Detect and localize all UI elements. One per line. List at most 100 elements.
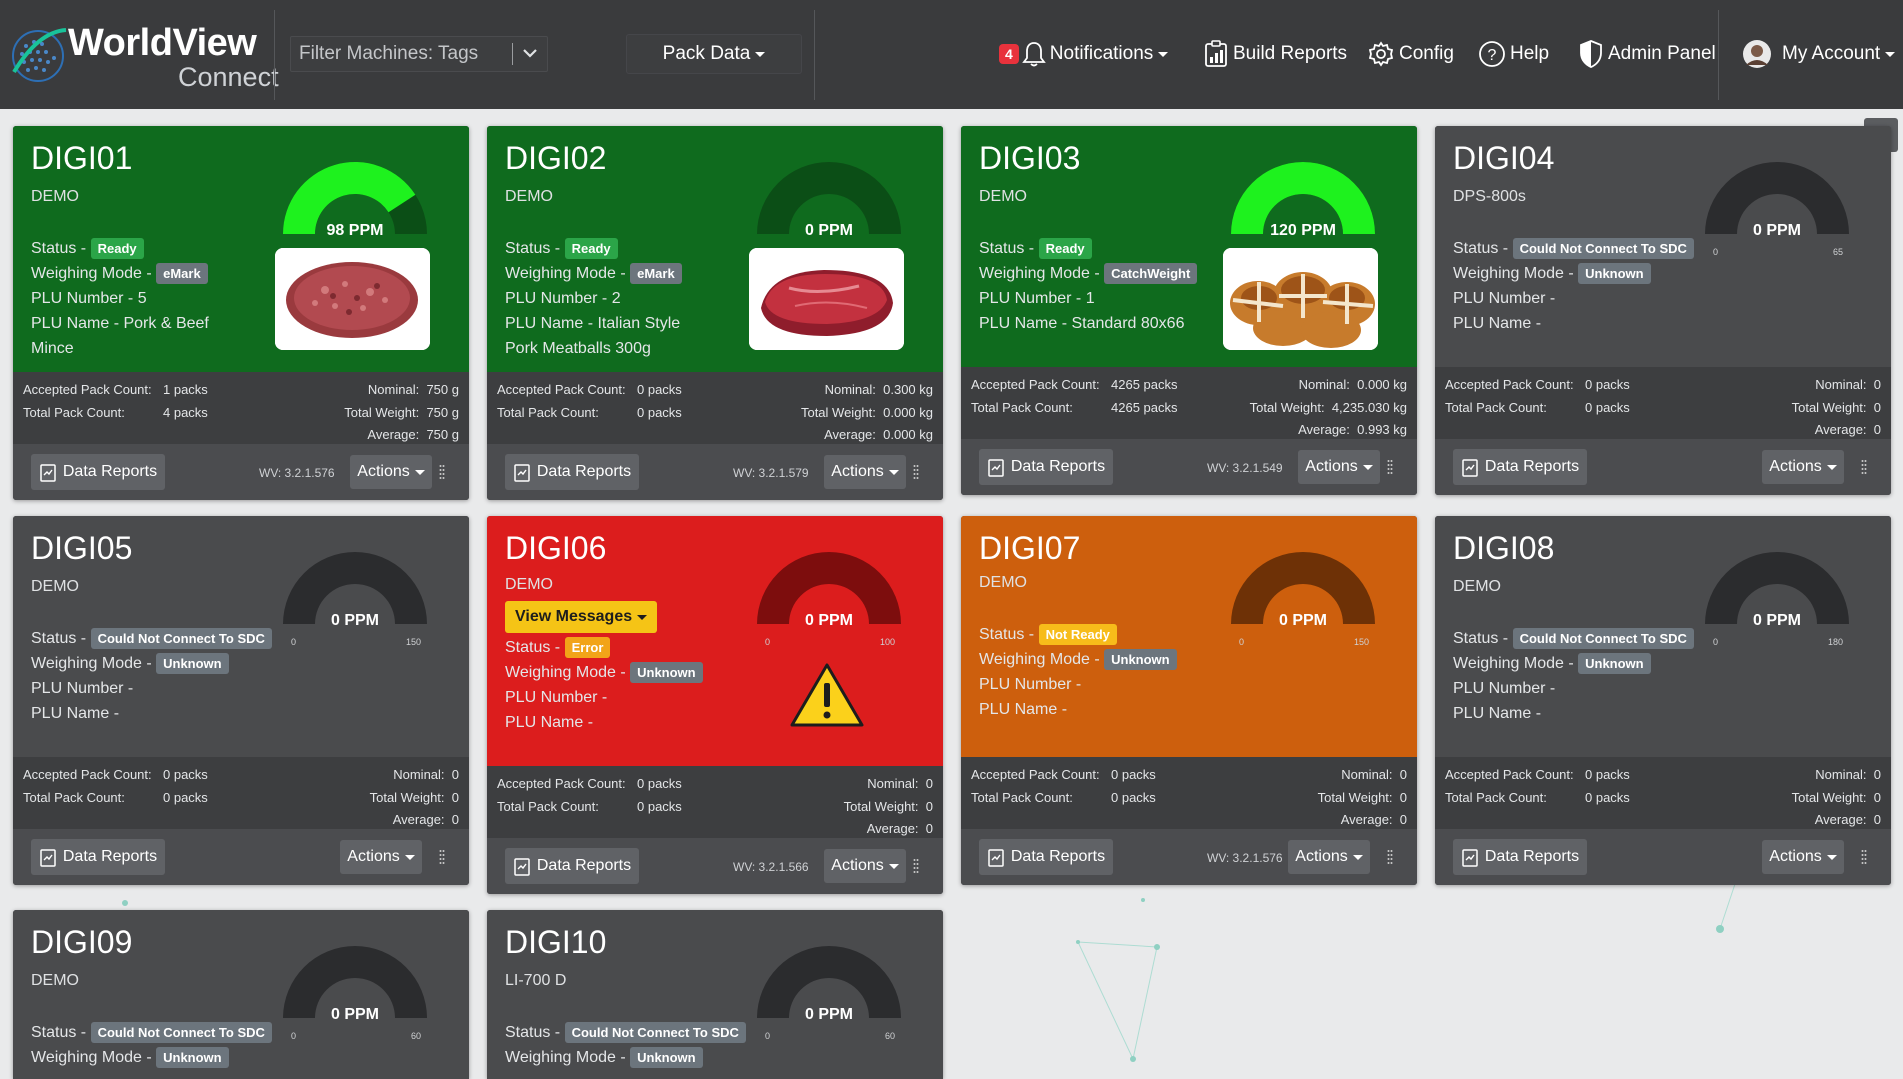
ppm-gauge: 0 PPM 0 60 (749, 938, 909, 1041)
view-messages-button[interactable]: View Messages (505, 601, 658, 633)
data-reports-button[interactable]: Data Reports (1453, 449, 1587, 485)
config-link[interactable]: Config (1367, 36, 1454, 72)
accepted-pack-count: 0 packs (1585, 377, 1630, 392)
machine-title[interactable]: DIGI07 (979, 530, 1081, 566)
total-weight-value: 0.000 kg (883, 405, 933, 420)
admin-panel-label: Admin Panel (1608, 43, 1716, 64)
average-value: 750 g (426, 427, 459, 442)
average-value: 0 (1873, 812, 1881, 827)
machine-model: DEMO (31, 188, 79, 205)
my-account-menu[interactable]: My Account (1742, 36, 1896, 72)
weighing-mode-badge: Unknown (630, 1047, 703, 1068)
drag-handle-icon[interactable] (913, 464, 919, 480)
report-chart-icon (1462, 459, 1478, 477)
drag-handle-icon[interactable] (1387, 459, 1393, 475)
report-chart-icon (988, 459, 1004, 477)
average-value: 0 (925, 821, 933, 836)
accepted-pack-count: 0 packs (1585, 767, 1630, 782)
actions-dropdown[interactable]: Actions (824, 849, 906, 883)
data-reports-button[interactable]: Data Reports (505, 454, 639, 490)
status-badge: Not Ready (1038, 624, 1117, 645)
ppm-gauge-arc (283, 162, 427, 234)
caret-down-icon (755, 51, 766, 57)
total-pack-count: 4 packs (163, 405, 208, 420)
actions-dropdown[interactable]: Actions (824, 455, 906, 489)
total-weight-value: 0 (925, 799, 933, 814)
pack-data-dropdown[interactable]: Pack Data (626, 34, 802, 74)
machine-info: Status - Ready Weighing Mode - eMark PLU… (31, 236, 209, 361)
actions-dropdown[interactable]: Actions (340, 840, 422, 874)
accepted-pack-count: 1 packs (163, 382, 208, 397)
filter-machines-tags-select[interactable]: Filter Machines: Tags (290, 36, 548, 72)
total-pack-count: 0 packs (637, 405, 682, 420)
data-reports-button[interactable]: Data Reports (979, 449, 1113, 485)
nominal-value: 0 (1873, 767, 1881, 782)
actions-dropdown[interactable]: Actions (350, 455, 432, 489)
status-badge: Error (564, 637, 611, 658)
drag-handle-icon[interactable] (1861, 849, 1867, 865)
warning-triangle-icon (790, 663, 864, 727)
weighing-mode-badge: Unknown (156, 653, 229, 674)
gauge-max: 60 (410, 1031, 421, 1041)
notifications-menu[interactable]: 4 Notifications (999, 36, 1169, 72)
machine-title[interactable]: DIGI05 (31, 530, 133, 566)
data-reports-button[interactable]: Data Reports (979, 839, 1113, 875)
machine-title[interactable]: DIGI04 (1453, 140, 1555, 176)
help-link[interactable]: ? Help (1478, 36, 1549, 72)
weighing-mode-badge: Unknown (156, 1047, 229, 1068)
gauge-min: 0 (765, 1031, 771, 1041)
ppm-gauge: 0 PPM 0 60 (749, 154, 909, 257)
actions-dropdown[interactable]: Actions (1762, 840, 1844, 874)
average-value: 0.000 kg (883, 427, 933, 442)
machine-info: Status - Error Weighing Mode - Unknown P… (505, 635, 703, 735)
machine-title[interactable]: DIGI09 (31, 924, 133, 960)
machine-title[interactable]: DIGI10 (505, 924, 607, 960)
machine-model: DPS-800s (1453, 188, 1526, 205)
drag-handle-icon[interactable] (1861, 459, 1867, 475)
caret-down-icon (1158, 51, 1169, 57)
admin-panel-link[interactable]: Admin Panel (1578, 36, 1716, 72)
ppm-value: 98 PPM (326, 222, 384, 239)
machine-title[interactable]: DIGI08 (1453, 530, 1555, 566)
drag-handle-icon[interactable] (439, 464, 445, 480)
data-reports-button[interactable]: Data Reports (31, 839, 165, 875)
plu-number: 2 (611, 290, 621, 307)
actions-dropdown[interactable]: Actions (1288, 840, 1370, 874)
brand-subname: Connect (178, 62, 279, 92)
plu-number: 5 (137, 290, 147, 307)
data-reports-button[interactable]: Data Reports (31, 454, 165, 490)
actions-dropdown[interactable]: Actions (1762, 450, 1844, 484)
machine-title[interactable]: DIGI02 (505, 140, 607, 176)
ppm-value: 0 PPM (804, 222, 853, 239)
wv-version: WV: 3.2.1.579 (733, 466, 809, 480)
machine-title[interactable]: DIGI06 (505, 530, 607, 566)
actions-dropdown[interactable]: Actions (1298, 450, 1380, 484)
filter-separator (512, 43, 513, 65)
ppm-gauge-arc (757, 162, 901, 234)
data-reports-button[interactable]: Data Reports (1453, 839, 1587, 875)
gauge-max: 60 (884, 1031, 895, 1041)
ppm-gauge: 0 PPM 0 60 (275, 938, 435, 1041)
notifications-label: Notifications (1049, 43, 1154, 64)
build-reports-label: Build Reports (1233, 43, 1348, 64)
machine-info: Status - Could Not Connect To SDC Weighi… (31, 626, 272, 726)
ppm-value: 0 PPM (804, 612, 853, 629)
total-pack-count: 0 packs (1585, 790, 1630, 805)
drag-handle-icon[interactable] (439, 849, 445, 865)
machine-title[interactable]: DIGI01 (31, 140, 133, 176)
brand-logo[interactable]: WorldView Connect (8, 18, 279, 92)
machine-title[interactable]: DIGI03 (979, 140, 1081, 176)
machine-card-digi05: DIGI05 DEMO 0 PPM 0 150 Status - Could N… (13, 516, 469, 885)
nominal-value: 0.000 kg (1357, 377, 1407, 392)
average-value: 0 (1873, 422, 1881, 437)
machine-model: DEMO (31, 972, 79, 989)
chevron-down-icon[interactable] (513, 45, 547, 63)
data-reports-button[interactable]: Data Reports (505, 848, 639, 884)
drag-handle-icon[interactable] (1387, 849, 1393, 865)
ppm-value: 0 PPM (1278, 612, 1327, 629)
build-reports-link[interactable]: Build Reports (1203, 36, 1347, 72)
plu-number: 1 (1085, 290, 1095, 307)
brand-name: WorldView (68, 22, 257, 64)
plu-name-cont: Mince (31, 340, 74, 357)
drag-handle-icon[interactable] (913, 858, 919, 874)
